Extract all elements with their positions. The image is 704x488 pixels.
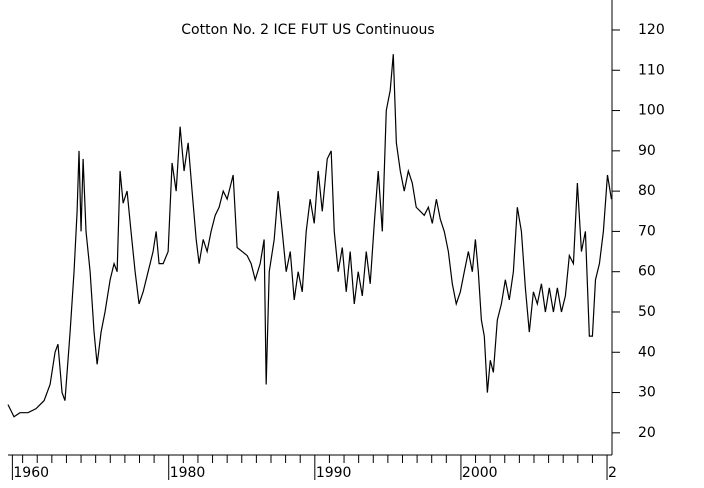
y-tick-label: 20 — [638, 425, 656, 441]
y-tick-label: 70 — [638, 223, 656, 239]
y-tick-label: 60 — [638, 264, 656, 280]
x-tick-label: 2000 — [462, 465, 498, 481]
y-tick-label: 80 — [638, 183, 656, 199]
y-tick-label: 100 — [638, 103, 665, 119]
y-tick-label: 110 — [638, 62, 665, 78]
y-tick-label: 30 — [638, 385, 656, 401]
x-tick-label: 1990 — [316, 465, 352, 481]
y-tick-label: 40 — [638, 344, 656, 360]
chart-title: Cotton No. 2 ICE FUT US Continuous — [181, 22, 434, 38]
y-tick-label: 90 — [638, 143, 656, 159]
y-tick-label: 50 — [638, 304, 656, 320]
x-tick-label: 2 — [608, 465, 617, 481]
y-tick-label: 120 — [638, 22, 665, 38]
price-line — [7, 54, 613, 418]
x-tick-label: 1960 — [13, 465, 49, 481]
x-tick-label: 1980 — [170, 465, 206, 481]
